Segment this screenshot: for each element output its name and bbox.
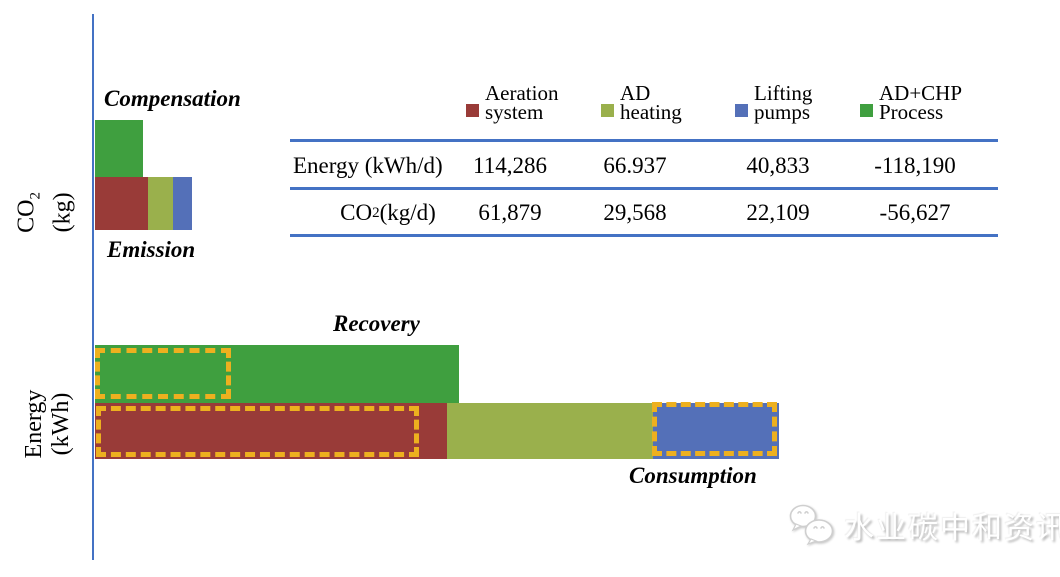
legend-item-adchp-process: AD+CHP Process xyxy=(860,81,963,124)
wechat-logo-icon xyxy=(789,504,834,546)
bar-segment-ad-chp-process xyxy=(95,120,143,177)
table-cell-energy-adchp: -118,190 xyxy=(874,153,956,178)
y-axis-label-energy: Energy (kWh) xyxy=(21,369,75,479)
table-cell-co2-ad-heating: 29,568 xyxy=(603,200,667,225)
y-axis-label-co2: CO2 (kg) xyxy=(14,157,77,267)
table-rule-middle xyxy=(290,187,998,190)
table-cell-co2-aeration: 61,879 xyxy=(478,200,542,225)
energy-label-text: Energy xyxy=(21,389,47,459)
legend-item-lifting-pumps: Lifting pumps xyxy=(735,81,813,124)
co2-label-unit: (kg) xyxy=(49,192,76,233)
table-row-label-co2: CO 2 (kg/d) xyxy=(340,200,436,225)
y-axis-line xyxy=(92,14,94,560)
recovery-label: Recovery xyxy=(333,311,420,336)
table-rule-bottom xyxy=(290,234,998,237)
table-cell-energy-ad-heating: 66.937 xyxy=(603,153,667,178)
legend-label: AD heating xyxy=(620,81,682,124)
consumption-label: Consumption xyxy=(629,463,757,488)
table-rule-top xyxy=(290,139,998,142)
bar-segment-ad-heating xyxy=(148,177,173,230)
table-cell-energy-lifting-pumps: 40,833 xyxy=(746,153,810,178)
bar-segment-ad-heating xyxy=(447,403,653,459)
energy-recovery-bar xyxy=(95,345,459,403)
lifting-pumps-swatch-icon xyxy=(735,104,748,117)
legend-label: Lifting pumps xyxy=(754,81,813,124)
highlight-dashed-box-aeration xyxy=(96,406,419,457)
co2-label-text: CO xyxy=(13,199,40,233)
highlight-dashed-box-lifting-pumps xyxy=(652,402,777,456)
aeration-system-swatch-icon xyxy=(466,104,479,117)
watermark: 水业碳中和资讯 xyxy=(788,503,1060,547)
bar-segment-aeration-system xyxy=(95,403,447,459)
energy-label-unit: (kWh) xyxy=(48,392,74,456)
ad-heating-swatch-icon xyxy=(601,104,614,117)
table-cell-co2-lifting-pumps: 22,109 xyxy=(746,200,810,225)
adchp-process-swatch-icon xyxy=(860,104,873,117)
table-cell-energy-aeration: 114,286 xyxy=(473,153,547,178)
legend-label: Aeration system xyxy=(485,81,559,124)
co2-label-subscript: 2 xyxy=(27,191,44,200)
co2-compensation-bar xyxy=(95,120,143,177)
table-row-label-energy: Energy (kWh/d) xyxy=(293,153,443,178)
highlight-dashed-box-recovery xyxy=(95,348,231,399)
legend-item-ad-heating: AD heating xyxy=(601,81,682,124)
bar-segment-aeration-system xyxy=(95,177,148,230)
co2-emission-bar xyxy=(95,177,192,230)
energy-consumption-bar xyxy=(95,403,779,459)
bar-segment-lifting-pumps xyxy=(173,177,192,230)
legend-item-aeration-system: Aeration system xyxy=(466,81,559,124)
bar-segment-lifting-pumps xyxy=(653,403,779,459)
bar-segment-ad-chp-process xyxy=(95,345,459,403)
emission-label: Emission xyxy=(107,237,196,262)
legend-label: AD+CHP Process xyxy=(879,81,963,124)
compensation-label: Compensation xyxy=(104,86,241,111)
table-cell-co2-adchp: -56,627 xyxy=(879,200,951,225)
watermark-text: 水业碳中和资讯 xyxy=(844,512,1060,545)
